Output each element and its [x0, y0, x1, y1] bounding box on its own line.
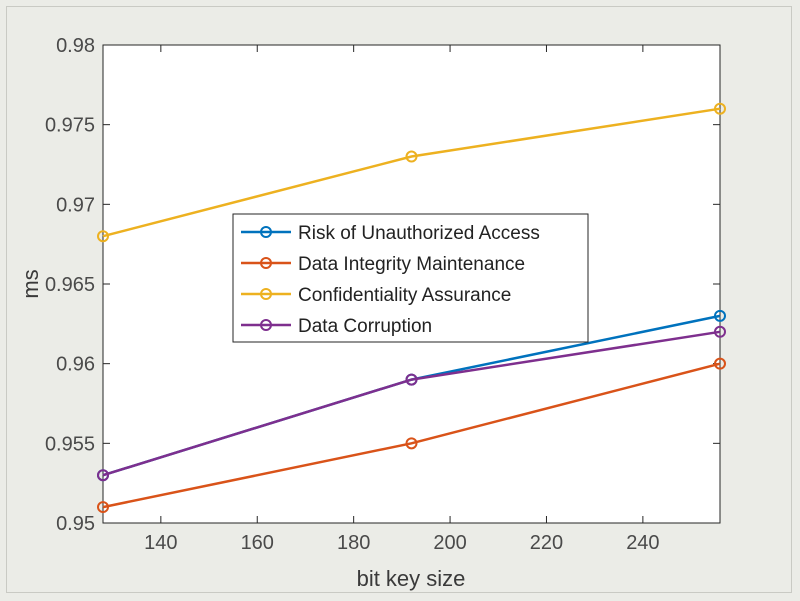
legend-swatch-marker [260, 319, 272, 331]
y-tick-label: 0.96 [56, 354, 95, 376]
y-tick-label: 0.975 [45, 115, 95, 137]
data-point [714, 102, 726, 115]
y-tick-label: 0.95 [56, 513, 95, 535]
legend-entry-label: Data Integrity Maintenance [298, 254, 525, 275]
series-line-1 [102, 362, 721, 509]
x-tick-label: 220 [530, 532, 563, 554]
x-tick-label: 140 [144, 532, 177, 554]
legend-entry-label: Data Corruption [298, 316, 432, 337]
legend-entry-label: Confidentiality Assurance [298, 285, 511, 306]
legend: Risk of Unauthorized Access Data Integrit… [232, 213, 589, 343]
y-tick-label: 0.97 [56, 194, 95, 216]
legend-swatch-marker [260, 257, 272, 269]
y-axis-label: ms [18, 269, 43, 298]
data-point [405, 437, 418, 450]
legend-box [232, 213, 589, 343]
series-line-2 [102, 107, 721, 238]
data-point [97, 230, 109, 243]
legend-swatch-marker [260, 288, 272, 300]
series-line-3 [102, 330, 721, 477]
legend-swatch-marker [260, 226, 272, 238]
y-axis-ticks: 0.95 0.955 0.96 0.965 0.97 0.975 0.98 [45, 35, 720, 535]
data-point [714, 309, 726, 322]
x-tick-label: 200 [433, 532, 466, 554]
y-tick-label: 0.965 [45, 274, 95, 296]
data-point [714, 357, 726, 370]
x-axis-label: bit key size [357, 566, 466, 591]
data-point [405, 150, 418, 163]
legend-entry-label: Risk of Unauthorized Access [298, 223, 540, 244]
series-layer [97, 102, 726, 514]
data-point [97, 501, 109, 514]
y-tick-label: 0.98 [56, 35, 95, 57]
x-tick-label: 240 [626, 532, 659, 554]
data-point [405, 373, 418, 386]
chart-frame [6, 6, 792, 593]
y-tick-label: 0.955 [45, 433, 95, 455]
x-tick-label: 180 [337, 532, 370, 554]
x-axis-ticks: 140 160 180 200 220 240 [144, 45, 660, 554]
data-point [97, 469, 109, 482]
data-point [714, 325, 726, 338]
x-tick-label: 160 [241, 532, 274, 554]
